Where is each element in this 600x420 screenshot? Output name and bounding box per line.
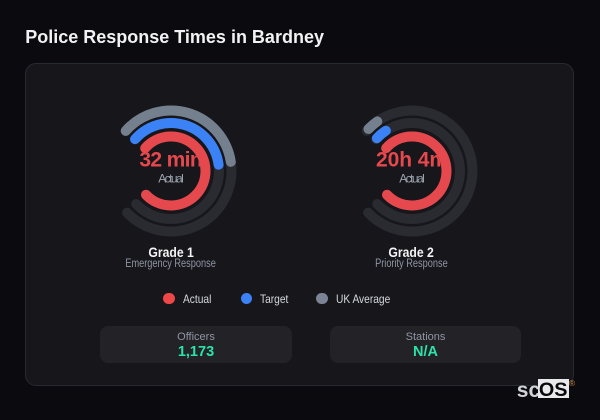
svg-text:32 min: 32 min	[139, 148, 202, 171]
svg-text:20h 4m: 20h 4m	[376, 148, 448, 171]
svg-text:Actual: Actual	[158, 171, 184, 185]
svg-text:Actual: Actual	[399, 171, 425, 185]
